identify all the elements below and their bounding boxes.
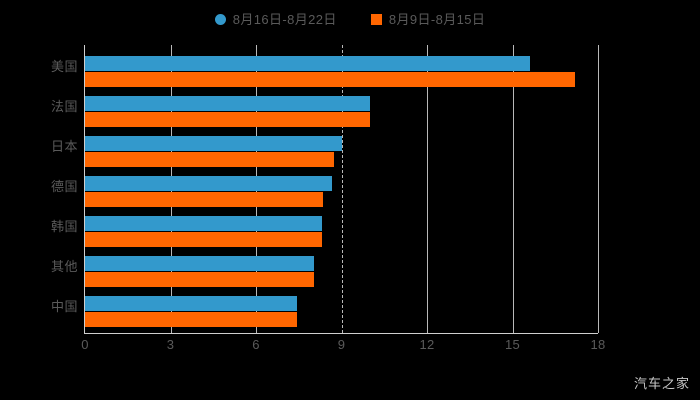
bar-row (85, 85, 598, 127)
bar-series-a[interactable] (85, 56, 530, 71)
bar-series-a[interactable] (85, 216, 322, 231)
bar-series-b[interactable] (85, 272, 315, 287)
x-axis-line (84, 333, 598, 334)
gridline (598, 45, 599, 333)
bar-series-a[interactable] (85, 256, 315, 271)
x-tick-label: 12 (419, 337, 435, 352)
bar-row (85, 45, 598, 87)
bar-series-b[interactable] (85, 152, 335, 167)
gridline (427, 45, 428, 333)
bar-series-b[interactable] (85, 72, 576, 87)
x-tick-label: 15 (504, 337, 521, 352)
x-tick-label: 9 (337, 337, 346, 352)
bar-series-b[interactable] (85, 232, 322, 247)
legend-label-series-a: 8月16日-8月22日 (232, 11, 337, 27)
bar-series-a[interactable] (85, 96, 370, 111)
bar-series-b[interactable] (85, 192, 323, 207)
bar-series-a[interactable] (85, 136, 342, 151)
bar-series-a[interactable] (85, 296, 298, 311)
category-label: 中国 (50, 299, 78, 314)
watermark: 汽车之家 (633, 376, 690, 391)
bar-row (85, 205, 598, 247)
square-marker-icon (370, 13, 382, 25)
bar-row (85, 285, 598, 327)
category-label: 日本 (50, 139, 78, 154)
plot-area (84, 45, 599, 334)
x-tick-label: 18 (590, 337, 606, 352)
category-label: 韩国 (50, 219, 78, 234)
bar-series-a[interactable] (85, 176, 332, 191)
category-label: 德国 (50, 179, 78, 194)
x-tick-label: 6 (252, 337, 260, 352)
y-axis-line (84, 45, 85, 333)
legend-item-series-b[interactable]: 8月9日-8月15日 (370, 11, 486, 27)
x-tick-label: 0 (81, 337, 89, 352)
x-tick-label: 3 (166, 337, 175, 352)
legend-label-series-b: 8月9日-8月15日 (388, 11, 486, 27)
bar-row (85, 165, 598, 207)
gridline (512, 45, 514, 333)
category-label: 法国 (50, 99, 78, 114)
gridline (341, 45, 343, 333)
circle-marker-icon (214, 13, 226, 25)
bar-row (85, 245, 598, 287)
bar-series-b[interactable] (85, 312, 298, 327)
category-label: 美国 (50, 59, 78, 74)
chart-legend: 8月16日-8月22日 8月9日-8月15日 (0, 6, 700, 32)
bar-row (85, 125, 598, 167)
bar-series-b[interactable] (85, 112, 370, 127)
category-label: 其他 (50, 259, 78, 274)
legend-item-series-a[interactable]: 8月16日-8月22日 (214, 11, 337, 27)
